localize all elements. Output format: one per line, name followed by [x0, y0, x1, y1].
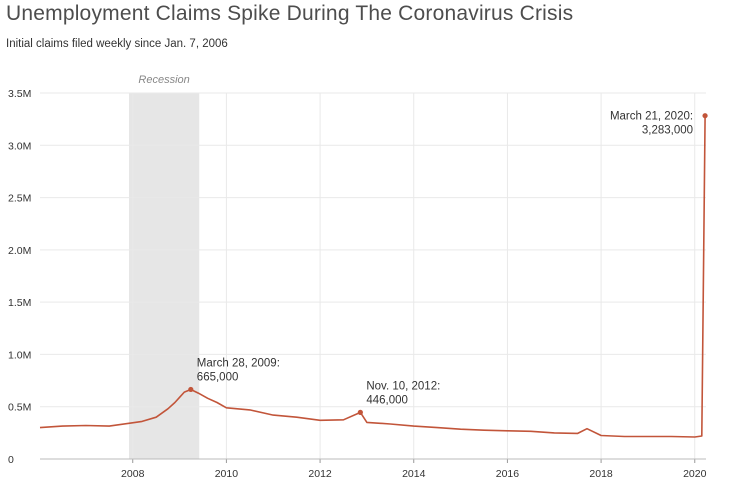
annotation-date: Nov. 10, 2012: [366, 380, 440, 392]
y-tick-label: 2.5M [8, 193, 31, 205]
annotation-date: March 28, 2009: [197, 357, 280, 369]
y-tick-label: 1.0M [8, 349, 31, 361]
y-tick-label: 0 [8, 454, 14, 466]
annotation-value: 446,000 [366, 394, 408, 406]
annotation-point [357, 409, 363, 415]
x-tick-label: 2014 [402, 468, 426, 480]
chart-subtitle: Initial claims filed weekly since Jan. 7… [6, 38, 228, 50]
x-tick-label: 2012 [308, 468, 332, 480]
x-tick-label: 2008 [121, 468, 145, 480]
y-tick-label: 1.5M [8, 297, 31, 309]
y-tick-label: 3.5M [8, 88, 31, 100]
chart-title: Unemployment Claims Spike During The Cor… [6, 2, 574, 25]
annotation-point [188, 386, 194, 393]
recession-band [128, 93, 200, 459]
x-tick-label: 2016 [496, 468, 520, 480]
y-tick-label: 3.0M [8, 140, 31, 152]
x-tick-label: 2010 [215, 468, 239, 480]
x-tick-label: 2020 [683, 468, 707, 480]
annotation-value: 3,283,000 [642, 125, 693, 137]
annotation-date: March 21, 2020: [610, 111, 693, 123]
annotation-value: 665,000 [197, 371, 239, 383]
claims-line [39, 115, 706, 438]
y-tick-label: 0.5M [8, 402, 31, 414]
annotation-point [702, 113, 708, 119]
x-tick-label: 2018 [589, 468, 613, 480]
recession-label: Recession [138, 74, 189, 86]
y-tick-label: 2.0M [8, 245, 31, 257]
